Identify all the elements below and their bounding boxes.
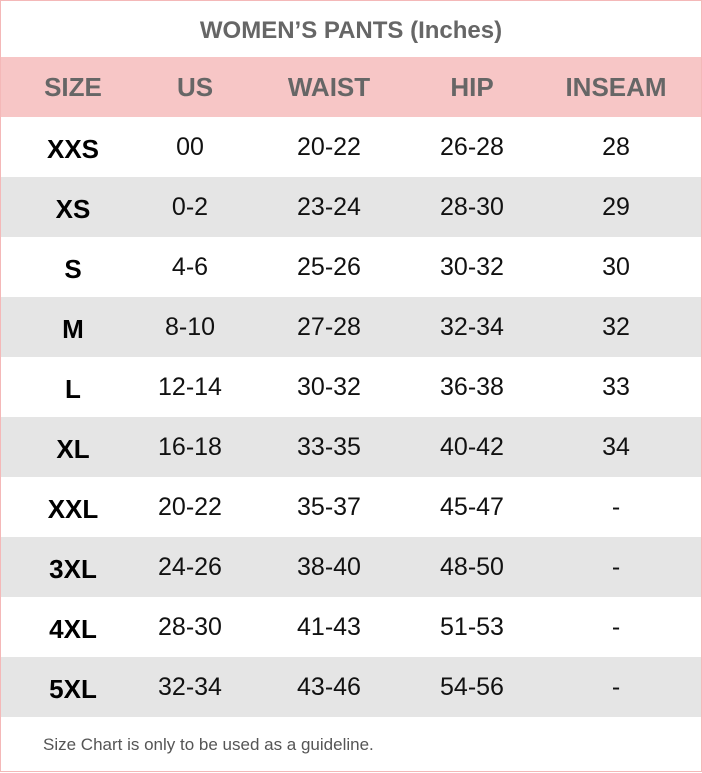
table-cell: 35-37 [297, 492, 361, 521]
table-cell: 3XL [49, 553, 97, 584]
table-cell: 27-28 [297, 312, 361, 341]
table-cell: 36-38 [440, 372, 504, 401]
table-cell: 30-32 [297, 372, 361, 401]
table-cell: 32 [602, 312, 630, 341]
table-cell: M [62, 313, 84, 344]
table-cell: 4XL [49, 613, 97, 644]
table-row: M 8-10 27-28 32-34 32 [1, 297, 701, 357]
table-cell: - [611, 492, 621, 521]
column-header: US [176, 71, 214, 102]
table-cell: 40-42 [440, 432, 504, 461]
table-row: 4XL 28-30 41-43 51-53 - [1, 597, 701, 657]
table-cell: XXS [46, 133, 100, 164]
table-cell: 4-6 [171, 252, 209, 281]
table-cell: 32-34 [158, 672, 222, 701]
table-cell: 45-47 [440, 492, 504, 521]
table-cell: 32-34 [440, 312, 504, 341]
column-header: WAIST [287, 71, 371, 102]
chart-title: WOMEN’S PANTS (Inches) [199, 17, 503, 44]
table-row: XXL 20-22 35-37 45-47 - [1, 477, 701, 537]
table-cell: 33 [602, 372, 630, 401]
table-cell: 28-30 [158, 612, 222, 641]
table-row: XL 16-18 33-35 40-42 34 [1, 417, 701, 477]
table-cell: 41-43 [297, 612, 361, 641]
table-cell: 8-10 [164, 312, 216, 341]
header-row: SIZE US WAIST HIP INSEAM [1, 57, 701, 117]
table-row: S 4-6 25-26 30-32 30 [1, 237, 701, 297]
table-cell: L [65, 373, 81, 404]
column-header: HIP [450, 71, 494, 102]
table-cell: 34 [602, 432, 630, 461]
table-cell: 38-40 [297, 552, 361, 581]
table-row: 5XL 32-34 43-46 54-56 - [1, 657, 701, 717]
column-header: SIZE [44, 71, 102, 102]
table-row: XS 0-2 23-24 28-30 29 [1, 177, 701, 237]
table-cell: 25-26 [297, 252, 361, 281]
column-header: INSEAM [565, 71, 667, 102]
table-row: XXS 00 20-22 26-28 28 [1, 117, 701, 177]
table-cell: 20-22 [158, 492, 222, 521]
table-cell: 43-46 [297, 672, 361, 701]
table-cell: - [611, 672, 621, 701]
table-cell: 51-53 [440, 612, 504, 641]
table-cell: - [611, 552, 621, 581]
table-cell: 30 [602, 252, 630, 281]
table-body: XXS 00 20-22 26-28 28 XS 0-2 23-24 28-30 29 S 4-6 25… [1, 117, 701, 717]
table-cell: 16-18 [158, 432, 222, 461]
table-row: 3XL 24-26 38-40 48-50 - [1, 537, 701, 597]
table-cell: 28-30 [440, 192, 504, 221]
table-cell: S [64, 253, 82, 284]
table-cell: 0-2 [171, 192, 209, 221]
footer-note: Size Chart is only to be used as a guide… [43, 735, 374, 754]
table-cell: 12-14 [158, 372, 222, 401]
table-cell: 54-56 [440, 672, 504, 701]
table-row: L 12-14 30-32 36-38 33 [1, 357, 701, 417]
table-cell: - [611, 612, 621, 641]
table-cell: 30-32 [440, 252, 504, 281]
table-cell: 24-26 [158, 552, 222, 581]
table-cell: 20-22 [297, 132, 361, 161]
table-cell: 33-35 [297, 432, 361, 461]
table-cell: 00 [176, 132, 204, 161]
table-cell: XS [55, 193, 91, 224]
table-cell: 28 [602, 132, 630, 161]
table-cell: XL [56, 433, 90, 464]
table-cell: XXL [47, 493, 99, 524]
table-cell: 29 [602, 192, 630, 221]
table-cell: 23-24 [297, 192, 361, 221]
table-cell: 48-50 [440, 552, 504, 581]
table-cell: 26-28 [440, 132, 504, 161]
table-cell: 5XL [49, 673, 97, 704]
